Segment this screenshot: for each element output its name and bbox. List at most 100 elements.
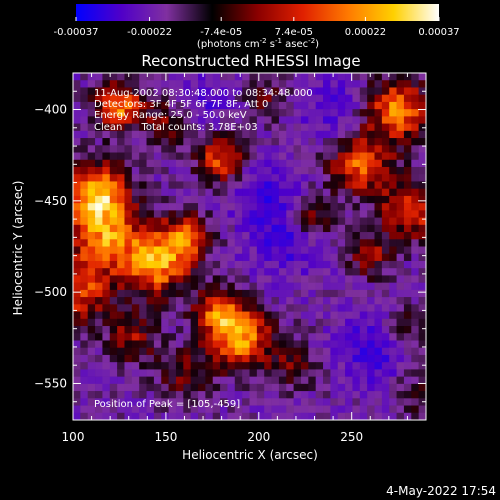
heatmap-cell bbox=[300, 318, 309, 327]
heatmap-cell bbox=[389, 282, 397, 291]
heatmap-cell bbox=[352, 123, 361, 132]
info-line-counts: Clean Total counts: 3.78E+03 bbox=[94, 122, 258, 133]
heatmap-cell bbox=[131, 152, 140, 161]
heatmap-cell bbox=[153, 347, 162, 356]
heatmap-cell bbox=[389, 340, 397, 349]
heatmap-cell bbox=[124, 275, 133, 283]
heatmap-cell bbox=[403, 253, 412, 262]
heatmap-cell bbox=[411, 333, 419, 341]
heatmap-cell bbox=[389, 195, 397, 204]
heatmap-cell bbox=[161, 195, 169, 204]
heatmap-cell bbox=[389, 333, 397, 341]
heatmap-cell bbox=[403, 195, 412, 204]
heatmap-cell bbox=[220, 217, 228, 226]
heatmap-cell bbox=[374, 354, 383, 363]
heatmap-cell bbox=[131, 239, 140, 247]
heatmap-cell bbox=[367, 159, 375, 168]
heatmap-cell bbox=[278, 376, 287, 385]
heatmap-cell bbox=[131, 87, 140, 95]
heatmap-cell bbox=[367, 116, 375, 124]
heatmap-cell bbox=[403, 405, 412, 414]
heatmap-cell bbox=[330, 260, 339, 269]
heatmap-cell bbox=[367, 340, 375, 349]
heatmap-cell bbox=[124, 188, 133, 197]
heatmap-cell bbox=[146, 130, 155, 139]
heatmap-cell bbox=[146, 275, 155, 283]
heatmap-cell bbox=[80, 297, 88, 305]
heatmap-cell bbox=[389, 159, 397, 168]
heatmap-cell bbox=[389, 304, 397, 312]
heatmap-cell bbox=[323, 275, 331, 283]
heatmap-cell bbox=[161, 188, 169, 197]
heatmap-cell bbox=[286, 123, 294, 132]
heatmap-cell bbox=[220, 304, 228, 312]
heatmap-cell bbox=[330, 318, 339, 327]
heatmap-cell bbox=[117, 159, 125, 168]
heatmap-cell bbox=[411, 101, 419, 110]
heatmap-cell bbox=[109, 347, 118, 356]
heatmap-cell bbox=[242, 116, 250, 124]
heatmap-cell bbox=[389, 130, 397, 139]
heatmap-cell bbox=[323, 412, 331, 420]
heatmap-cell bbox=[102, 318, 111, 327]
heatmap-cell bbox=[87, 188, 96, 197]
heatmap-cell bbox=[102, 362, 111, 370]
heatmap-cell bbox=[109, 94, 118, 103]
heatmap-cell bbox=[249, 232, 258, 240]
heatmap-cell bbox=[198, 203, 206, 211]
heatmap-cell bbox=[271, 152, 280, 161]
heatmap-cell bbox=[183, 246, 191, 255]
heatmap-cell bbox=[95, 80, 103, 88]
heatmap-cell bbox=[286, 188, 294, 197]
heatmap-cell bbox=[300, 362, 309, 370]
heatmap-cell bbox=[418, 188, 426, 197]
heatmap-cell bbox=[249, 398, 258, 406]
heatmap-cell bbox=[161, 210, 169, 218]
heatmap-cell bbox=[271, 362, 280, 370]
heatmap-cell bbox=[227, 268, 236, 276]
heatmap-cell bbox=[403, 101, 412, 110]
heatmap-cell bbox=[161, 101, 169, 110]
heatmap-cell bbox=[161, 412, 169, 420]
heatmap-cell bbox=[131, 130, 140, 139]
heatmap-cell bbox=[124, 282, 133, 291]
heatmap-cell bbox=[330, 362, 339, 370]
heatmap-cell bbox=[352, 260, 361, 269]
heatmap-cell bbox=[249, 188, 258, 197]
heatmap-cell bbox=[345, 354, 353, 363]
heatmap-cell bbox=[205, 217, 214, 226]
heatmap-cell bbox=[87, 246, 96, 255]
heatmap-cell bbox=[315, 340, 324, 349]
heatmap-cell bbox=[374, 145, 383, 153]
heatmap-cell bbox=[212, 289, 221, 298]
heatmap-cell bbox=[212, 333, 221, 341]
heatmap-cell bbox=[308, 304, 316, 312]
heatmap-cell bbox=[367, 94, 375, 103]
heatmap-cell bbox=[146, 282, 155, 291]
heatmap-cell bbox=[286, 109, 294, 117]
heatmap-cell bbox=[183, 217, 191, 226]
heatmap-cell bbox=[175, 195, 184, 204]
heatmap-cell bbox=[168, 275, 177, 283]
heatmap-cell bbox=[345, 210, 353, 218]
heatmap-cell bbox=[212, 188, 221, 197]
heatmap-cell bbox=[242, 109, 250, 117]
heatmap-cell bbox=[359, 138, 368, 146]
heatmap-cell bbox=[227, 326, 236, 334]
heatmap-cell bbox=[308, 152, 316, 161]
heatmap-cell bbox=[234, 260, 243, 269]
heatmap-cell bbox=[323, 181, 331, 189]
heatmap-cell bbox=[146, 297, 155, 305]
heatmap-cell bbox=[271, 217, 280, 226]
heatmap-cell bbox=[205, 304, 214, 312]
heatmap-cell bbox=[323, 376, 331, 385]
heatmap-cell bbox=[256, 159, 265, 168]
heatmap-cell bbox=[271, 232, 280, 240]
heatmap-cell bbox=[175, 260, 184, 269]
heatmap-cell bbox=[198, 145, 206, 153]
heatmap-cell bbox=[168, 398, 177, 406]
heatmap-cell bbox=[109, 159, 118, 168]
heatmap-cell bbox=[293, 232, 302, 240]
heatmap-cell bbox=[153, 174, 162, 182]
heatmap-cell bbox=[300, 333, 309, 341]
